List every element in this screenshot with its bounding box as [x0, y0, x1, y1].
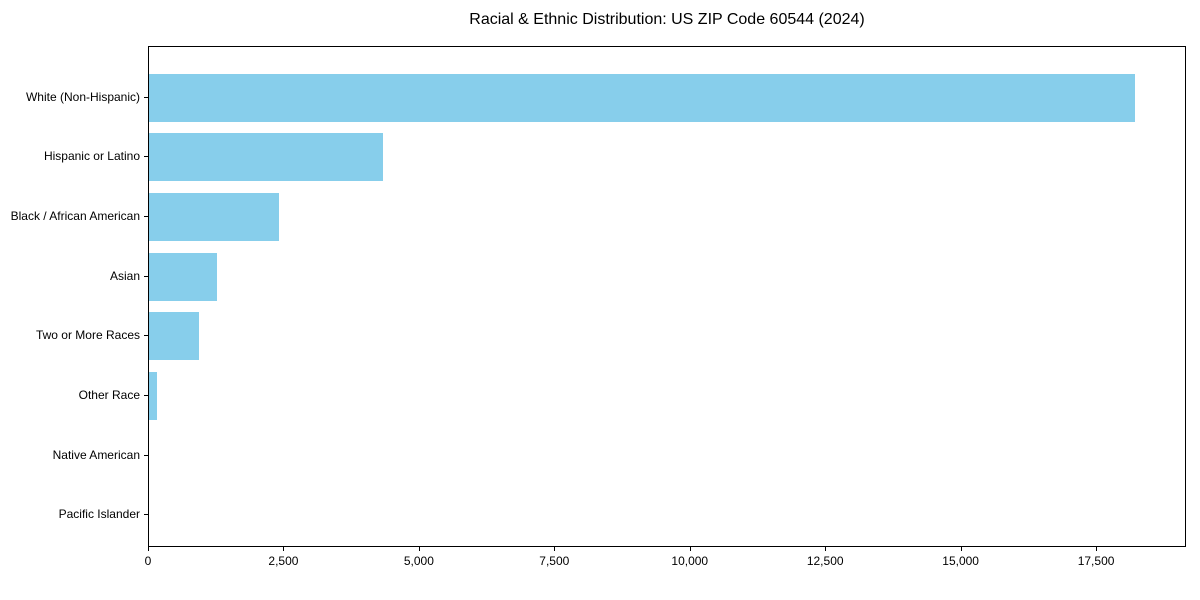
y-axis-tick-mark — [144, 514, 148, 516]
bar-two-or-more-races — [149, 312, 200, 361]
x-axis-tick-mark — [1096, 547, 1098, 551]
y-axis-label-native-american: Native American — [52, 447, 140, 462]
y-axis-label-two-or-more-races: Two or More Races — [35, 328, 140, 343]
y-axis-label-white-non-hispanic: White (Non-Hispanic) — [25, 89, 140, 104]
y-axis-label-pacific-islander: Pacific Islander — [58, 507, 140, 522]
y-axis-tick-mark — [144, 216, 148, 218]
y-axis-label-asian: Asian — [109, 268, 140, 283]
x-axis-tick-mark — [554, 547, 556, 551]
bar-asian — [149, 252, 217, 301]
y-axis-tick-mark — [144, 275, 148, 277]
x-axis-tick-label-0: 0 — [144, 554, 152, 568]
bar-black-african-american — [149, 193, 280, 242]
plot-area — [148, 46, 1186, 547]
chart-title: Racial & Ethnic Distribution: US ZIP Cod… — [469, 11, 865, 28]
x-axis-tick-mark — [283, 547, 285, 551]
x-axis-tick-label-5-000: 5,000 — [403, 554, 434, 568]
x-axis-tick-label-10-000: 10,000 — [671, 554, 709, 568]
y-axis-tick-mark — [144, 394, 148, 396]
x-axis-tick-label-17-500: 17,500 — [1077, 554, 1115, 568]
bar-white-non-hispanic — [149, 73, 1135, 122]
x-axis-tick-mark — [148, 547, 149, 551]
x-axis-tick-mark — [960, 547, 962, 551]
x-axis-tick-label-15-000: 15,000 — [942, 554, 979, 568]
y-axis-tick-mark — [144, 335, 148, 337]
bar-other-race — [149, 371, 158, 420]
y-axis-label-black-african-american: Black / African American — [10, 209, 140, 224]
x-axis-tick-mark — [689, 547, 691, 551]
bar-hispanic-or-latino — [149, 133, 384, 182]
y-axis-tick-mark — [144, 96, 148, 98]
x-axis-tick-label-7-500: 7,500 — [539, 554, 570, 568]
y-axis-tick-mark — [144, 454, 148, 456]
x-axis-tick-label-2-500: 2,500 — [268, 554, 299, 568]
x-axis-tick-mark — [418, 547, 420, 551]
x-axis-tick-mark — [825, 547, 827, 551]
x-axis-tick-label-12-500: 12,500 — [806, 554, 844, 568]
y-axis-label-hispanic-or-latino: Hispanic or Latino — [43, 149, 140, 164]
y-axis-tick-mark — [144, 156, 148, 158]
y-axis-label-other-race: Other Race — [78, 387, 140, 402]
